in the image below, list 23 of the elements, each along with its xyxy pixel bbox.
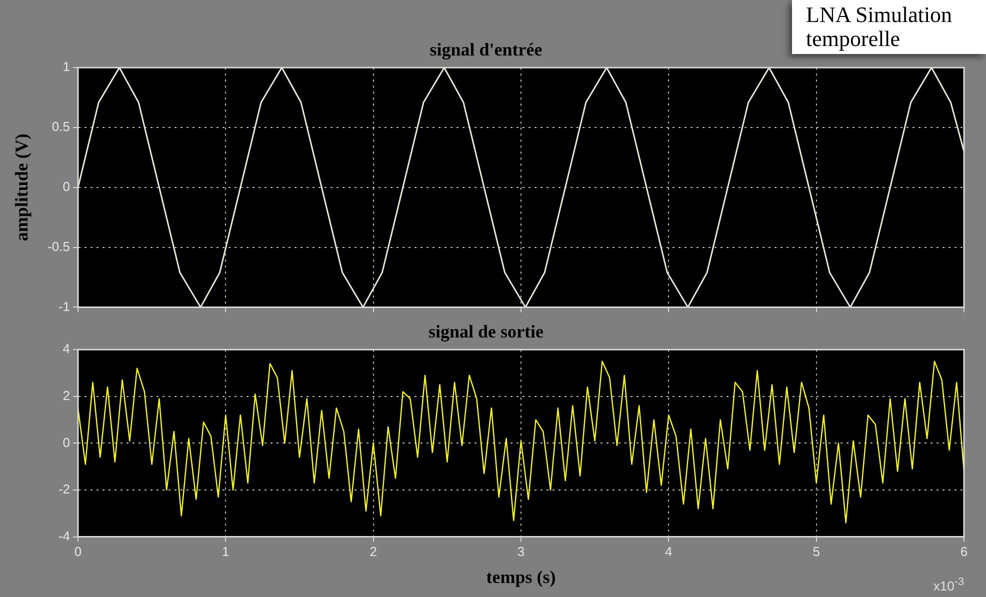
y-tick-label: 0.5 xyxy=(52,119,70,134)
x-tick-label: 1 xyxy=(222,544,230,560)
y-axis-title: amplitude (V) xyxy=(11,134,32,242)
y-tick-label: 4 xyxy=(62,341,70,356)
x-tick-label: 3 xyxy=(517,544,525,560)
x-axis-title: temps (s) xyxy=(486,566,556,587)
y-tick-label: -2 xyxy=(58,482,70,497)
text: x10$^{-3}$ xyxy=(933,576,964,593)
y-tick-label: 0 xyxy=(62,434,70,450)
x-tick-label: 0 xyxy=(74,544,82,560)
y-tick-label: -0.5 xyxy=(48,238,70,254)
x-tick-label: 6 xyxy=(960,544,968,560)
x-tick-label: 4 xyxy=(665,544,672,560)
y-tick-label: -1 xyxy=(58,298,70,314)
chart-title: signal de sortie xyxy=(428,321,544,342)
y-tick-label: 0 xyxy=(62,178,70,194)
chart-title: signal d'entrée xyxy=(430,39,542,60)
x-tick-label: 2 xyxy=(370,544,377,560)
caption-box: LNA Simulation temporelle xyxy=(792,0,986,54)
y-tick-label: 2 xyxy=(62,388,70,403)
y-tick-label: -4 xyxy=(58,528,70,544)
x-tick-label: 5 xyxy=(812,544,820,560)
y-tick-label: 1 xyxy=(62,59,70,74)
